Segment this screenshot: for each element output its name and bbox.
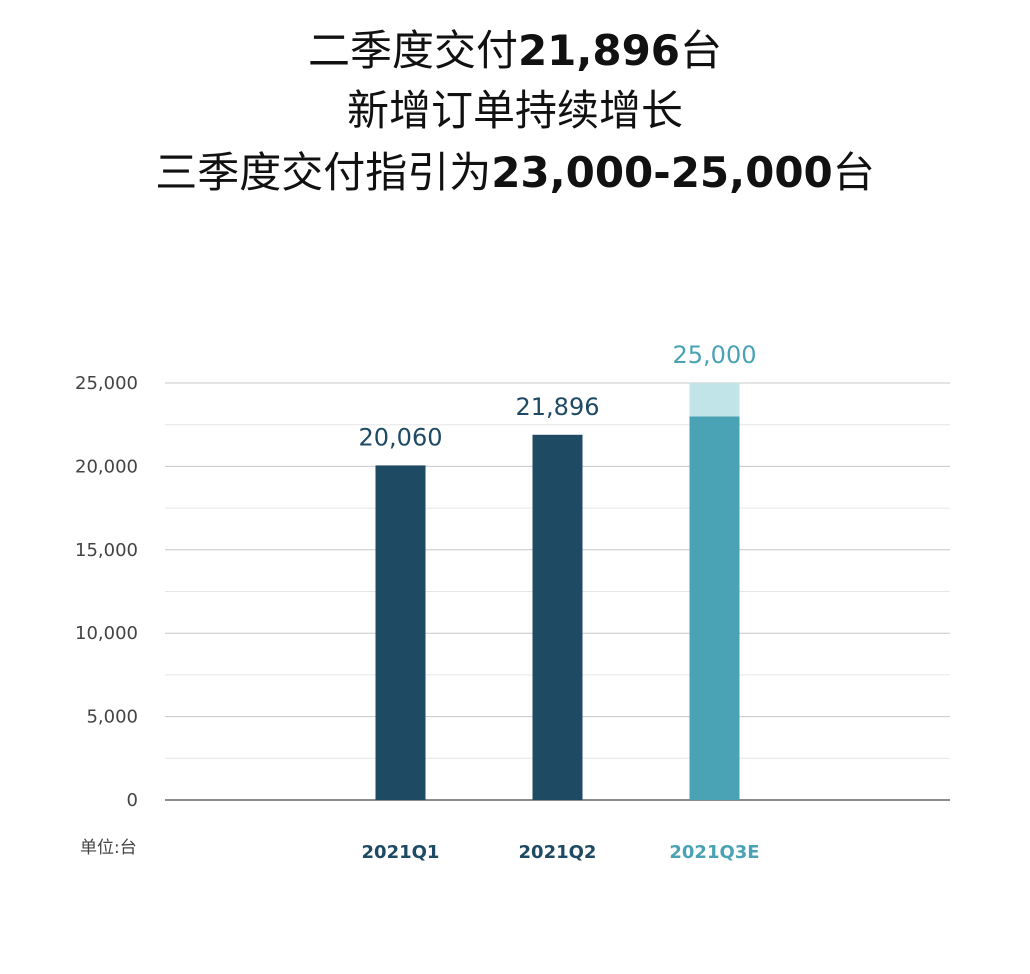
title-part: 21,896 bbox=[518, 26, 680, 75]
bar-segment bbox=[689, 383, 740, 417]
title-line: 新增订单持续增长 bbox=[347, 86, 683, 135]
y-tick-label: 20,000 bbox=[75, 456, 138, 477]
title-line: 二季度交付21,896台 bbox=[308, 26, 722, 75]
title-part: 三季度交付指引为 bbox=[155, 148, 491, 197]
y-tick-label: 0 bbox=[127, 790, 138, 811]
y-tick-label: 10,000 bbox=[75, 623, 138, 644]
x-tick-label: 2021Q2 bbox=[519, 842, 597, 863]
bar-segment bbox=[375, 465, 426, 800]
title-part: 台 bbox=[833, 148, 875, 197]
x-tick-label: 2021Q1 bbox=[362, 842, 440, 863]
total-label: 25,000 bbox=[673, 341, 757, 369]
y-tick-label: 5,000 bbox=[86, 707, 138, 728]
y-tick-label: 15,000 bbox=[75, 540, 138, 561]
bar-segment bbox=[689, 416, 740, 800]
title-part: 台 bbox=[680, 26, 722, 75]
title-line: 三季度交付指引为23,000-25,000台 bbox=[155, 148, 875, 197]
title-part: 23,000-25,000 bbox=[491, 148, 833, 197]
x-tick-label: 2021Q3E bbox=[669, 842, 759, 863]
y-tick-label: 25,000 bbox=[75, 373, 138, 394]
bar-segment bbox=[532, 434, 583, 800]
title-part: 新增订单持续增长 bbox=[347, 86, 683, 135]
total-label: 20,060 bbox=[359, 423, 443, 451]
unit-label: 单位:台 bbox=[80, 838, 137, 858]
title-part: 二季度交付 bbox=[308, 26, 518, 75]
total-label: 21,896 bbox=[516, 393, 600, 421]
